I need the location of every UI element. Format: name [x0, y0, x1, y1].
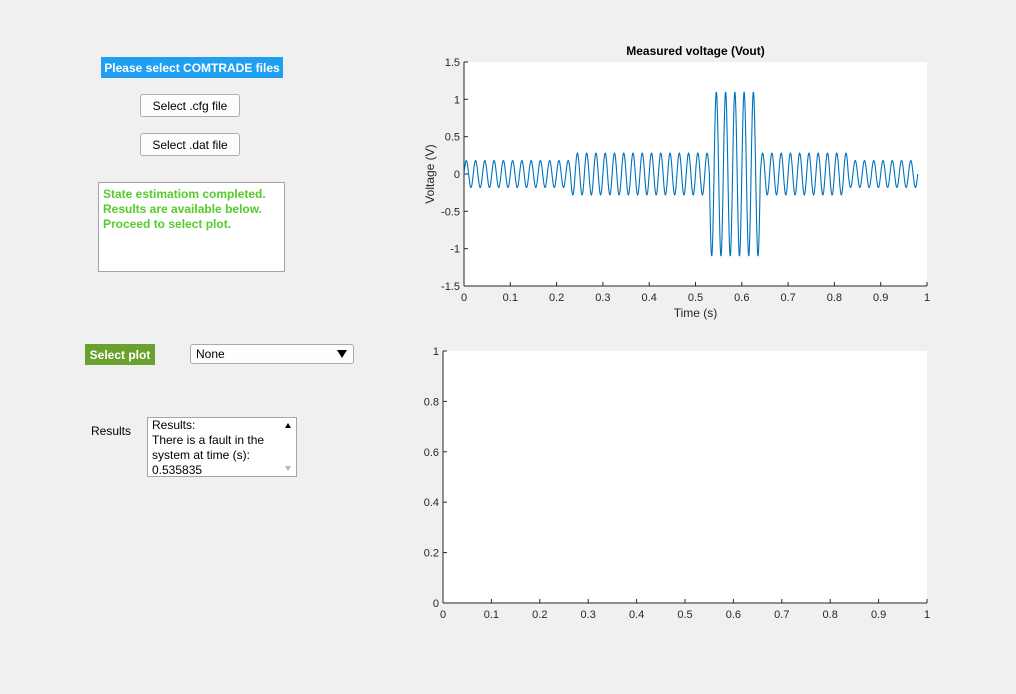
y-tick-label: -0.5 [441, 206, 460, 218]
y-tick-label: 0.8 [424, 396, 439, 408]
x-tick-label: 0.3 [581, 609, 596, 621]
y-tick-label: 0.6 [424, 447, 439, 459]
scroll-down-arrow-icon[interactable] [285, 466, 291, 471]
results-label: Results [91, 424, 132, 438]
x-tick-label: 0.4 [629, 609, 644, 621]
x-tick-label: 0.1 [484, 609, 499, 621]
x-tick-label: 0.2 [549, 292, 564, 304]
x-tick-label: 0.7 [774, 609, 789, 621]
results-line: There is a fault in the [152, 433, 265, 447]
y-tick-label: 1 [454, 94, 460, 106]
x-tick-label: 1 [924, 609, 930, 621]
chart-2: 0 0.1 0.2 0.3 0.4 0.5 0.6 0.7 0.8 0.9 1 0 0.2 0.4 0.6 0… [424, 346, 930, 621]
status-line: Results are available below. [103, 202, 262, 216]
x-tick-label: 0.3 [595, 292, 610, 304]
select-comtrade-banner: Please select COMTRADE files [101, 57, 283, 78]
voltage-series-line [463, 91, 919, 257]
y-tick-label: 0 [454, 169, 460, 181]
scroll-up-arrow-icon[interactable] [285, 423, 291, 428]
chart-1: 0 0.1 0.2 0.3 0.4 0.5 0.6 0.7 0.8 0.9 1 -1.5 -1 -0.5 0… [423, 44, 930, 320]
results-line: 0.535835 [152, 463, 203, 477]
x-tick-label: 0.9 [873, 292, 888, 304]
select-plot-banner: Select plot [85, 344, 155, 365]
x-tick-label: 0.5 [688, 292, 703, 304]
x-tick-label: 0.8 [827, 292, 842, 304]
results-text-area[interactable]: Results: There is a fault in the system … [147, 417, 297, 477]
plot-background [443, 351, 927, 603]
select-dat-button[interactable]: Select .dat file [140, 133, 240, 156]
x-tick-label: 0.4 [642, 292, 657, 304]
y-tick-label: 0.2 [424, 548, 439, 560]
results-line: system at time (s): [152, 448, 251, 462]
x-tick-label: 0 [440, 609, 446, 621]
y-tick-label: 0.4 [424, 497, 439, 509]
dropdown-arrow-icon [337, 350, 347, 358]
y-tick-label: 1.5 [445, 57, 460, 69]
select-cfg-button[interactable]: Select .cfg file [140, 94, 240, 117]
y-tick-label: -1.5 [441, 281, 460, 293]
x-axis-label: Time (s) [674, 306, 718, 320]
x-tick-label: 0.5 [677, 609, 692, 621]
plot-select-dropdown[interactable]: None [190, 344, 354, 364]
y-tick-label: 1 [433, 346, 439, 358]
x-tick-label: 1 [924, 292, 930, 304]
x-tick-label: 0 [461, 292, 467, 304]
x-tick-label: 0.9 [871, 609, 886, 621]
y-tick-label: 0.5 [445, 132, 460, 144]
x-tick-label: 0.6 [726, 609, 741, 621]
results-scrollbar[interactable] [281, 418, 296, 476]
x-tick-label: 0.7 [780, 292, 795, 304]
y-tick-label: -1 [450, 244, 460, 256]
status-message-box: State estimatiom completed. Results are … [98, 182, 285, 272]
chart-title: Measured voltage (Vout) [626, 44, 764, 58]
status-line: Proceed to select plot. [103, 217, 232, 231]
x-tick-label: 0.1 [503, 292, 518, 304]
x-tick-label: 0.6 [734, 292, 749, 304]
y-axis-label: Voltage (V) [423, 144, 437, 203]
y-tick-label: 0 [433, 598, 439, 610]
status-line: State estimatiom completed. [103, 187, 266, 201]
plot-select-value: None [196, 347, 225, 361]
x-tick-label: 0.2 [532, 609, 547, 621]
results-line: Results: [152, 418, 196, 432]
x-tick-label: 0.8 [823, 609, 838, 621]
